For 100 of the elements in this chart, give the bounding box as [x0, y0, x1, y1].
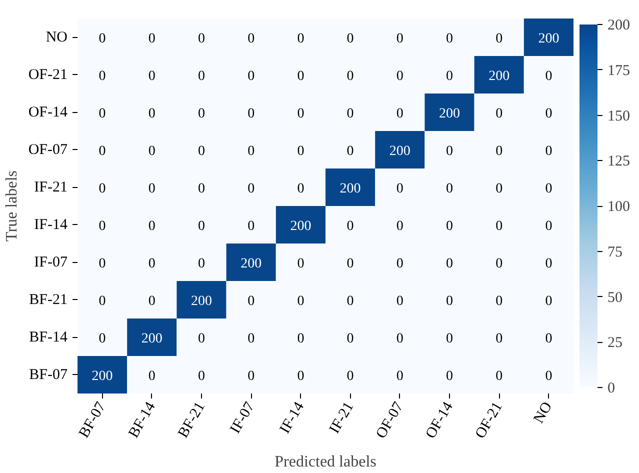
data-label: 0 — [98, 331, 106, 346]
y-tick-label: OF-21 — [28, 66, 68, 83]
data-label: 0 — [198, 144, 205, 159]
color-bar-label: 150 — [608, 108, 630, 124]
data-label: 0 — [496, 256, 503, 272]
data-label: 0 — [148, 31, 156, 46]
data-label: 0 — [148, 218, 156, 234]
data-label: 0 — [446, 181, 453, 196]
data-label: 0 — [496, 218, 503, 234]
data-label: 0 — [545, 218, 552, 234]
data-label: 200 — [92, 368, 113, 384]
data-label: 0 — [248, 218, 255, 234]
data-label: 0 — [198, 331, 205, 346]
data-label: 200 — [191, 294, 212, 309]
y-axis-title: True labels — [3, 170, 20, 242]
x-tick-label: NO — [530, 399, 556, 426]
data-label: 200 — [240, 256, 262, 272]
data-label: 0 — [396, 68, 404, 84]
y-tick-label: BF-14 — [29, 329, 68, 346]
data-label: 0 — [446, 218, 453, 234]
data-label: 0 — [297, 181, 304, 196]
data-label: 0 — [98, 218, 106, 234]
data-label: 0 — [496, 144, 503, 159]
data-label: 0 — [545, 256, 552, 272]
data-label: 0 — [198, 368, 205, 384]
data-label: 0 — [148, 256, 156, 272]
y-tick-label: BF-07 — [29, 366, 68, 383]
data-label: 0 — [446, 294, 453, 309]
color-bar-label: 125 — [608, 154, 630, 170]
data-label: 200 — [488, 68, 510, 84]
data-label: 0 — [346, 294, 354, 309]
data-label: 200 — [340, 181, 361, 196]
data-label: 0 — [248, 181, 255, 196]
color-bar-label: 175 — [608, 62, 630, 79]
data-label: 0 — [496, 31, 503, 46]
data-label: 0 — [396, 256, 404, 272]
data-label: 0 — [446, 31, 453, 46]
data-label: 0 — [496, 294, 503, 309]
data-label: 0 — [248, 294, 255, 309]
data-label: 0 — [198, 31, 205, 46]
y-tick-label: IF-14 — [34, 216, 68, 233]
data-label: 0 — [148, 294, 156, 309]
data-label: 0 — [396, 294, 404, 309]
color-bar-label: 0 — [608, 380, 615, 396]
data-label: 0 — [297, 31, 304, 46]
data-label: 200 — [439, 106, 460, 122]
data-label: 0 — [346, 144, 354, 159]
data-label: 0 — [198, 106, 205, 122]
y-tick-label: NO — [46, 29, 68, 46]
data-label: 0 — [98, 294, 106, 309]
data-label: 0 — [396, 218, 404, 234]
data-label: 200 — [290, 218, 312, 234]
data-label: 0 — [297, 368, 304, 384]
data-label: 0 — [346, 368, 354, 384]
data-label: 0 — [396, 31, 404, 46]
y-tick-label: OF-14 — [28, 104, 68, 120]
color-bar-label: 75 — [608, 244, 622, 260]
data-label: 0 — [496, 368, 503, 384]
data-label: 0 — [148, 144, 156, 159]
data-label: 0 — [98, 256, 106, 272]
data-label: 0 — [346, 218, 354, 234]
data-label: 0 — [346, 31, 354, 46]
color-bar-label: 50 — [608, 290, 622, 306]
data-label: 0 — [496, 181, 503, 196]
data-label: 0 — [396, 368, 404, 384]
data-label: 0 — [446, 68, 453, 84]
data-label: 0 — [98, 181, 106, 196]
color-bar-label: 100 — [608, 199, 630, 215]
y-tick-label: OF-07 — [28, 142, 68, 158]
data-label: 0 — [545, 294, 552, 309]
data-label: 0 — [148, 106, 156, 122]
data-label: 0 — [98, 106, 106, 122]
data-label: 0 — [297, 106, 304, 122]
data-label: 0 — [396, 331, 404, 346]
data-label: 0 — [297, 144, 304, 159]
data-label: 0 — [148, 181, 156, 196]
data-label: 0 — [346, 106, 354, 122]
data-label: 0 — [396, 106, 404, 122]
data-label: 0 — [545, 144, 552, 159]
data-label: 0 — [248, 144, 255, 159]
data-label: 0 — [98, 31, 106, 46]
data-label: 0 — [297, 68, 304, 84]
data-label: 0 — [396, 181, 404, 196]
data-label: 0 — [346, 256, 354, 272]
data-label: 0 — [198, 256, 205, 272]
data-label: 0 — [98, 68, 106, 84]
data-label: 0 — [198, 68, 205, 84]
data-label: 0 — [545, 368, 552, 384]
y-tick-label: BF-21 — [29, 292, 68, 308]
data-label: 200 — [538, 31, 560, 46]
color-bar-label: 200 — [608, 18, 630, 34]
data-label: 0 — [297, 256, 304, 272]
data-label: 0 — [446, 331, 453, 346]
data-label: 0 — [248, 68, 255, 84]
data-label: 0 — [148, 68, 156, 84]
data-label: 0 — [198, 181, 205, 196]
data-label: 0 — [248, 368, 255, 384]
data-label: 0 — [148, 368, 156, 384]
data-label: 0 — [297, 294, 304, 309]
data-label: 0 — [248, 331, 255, 346]
